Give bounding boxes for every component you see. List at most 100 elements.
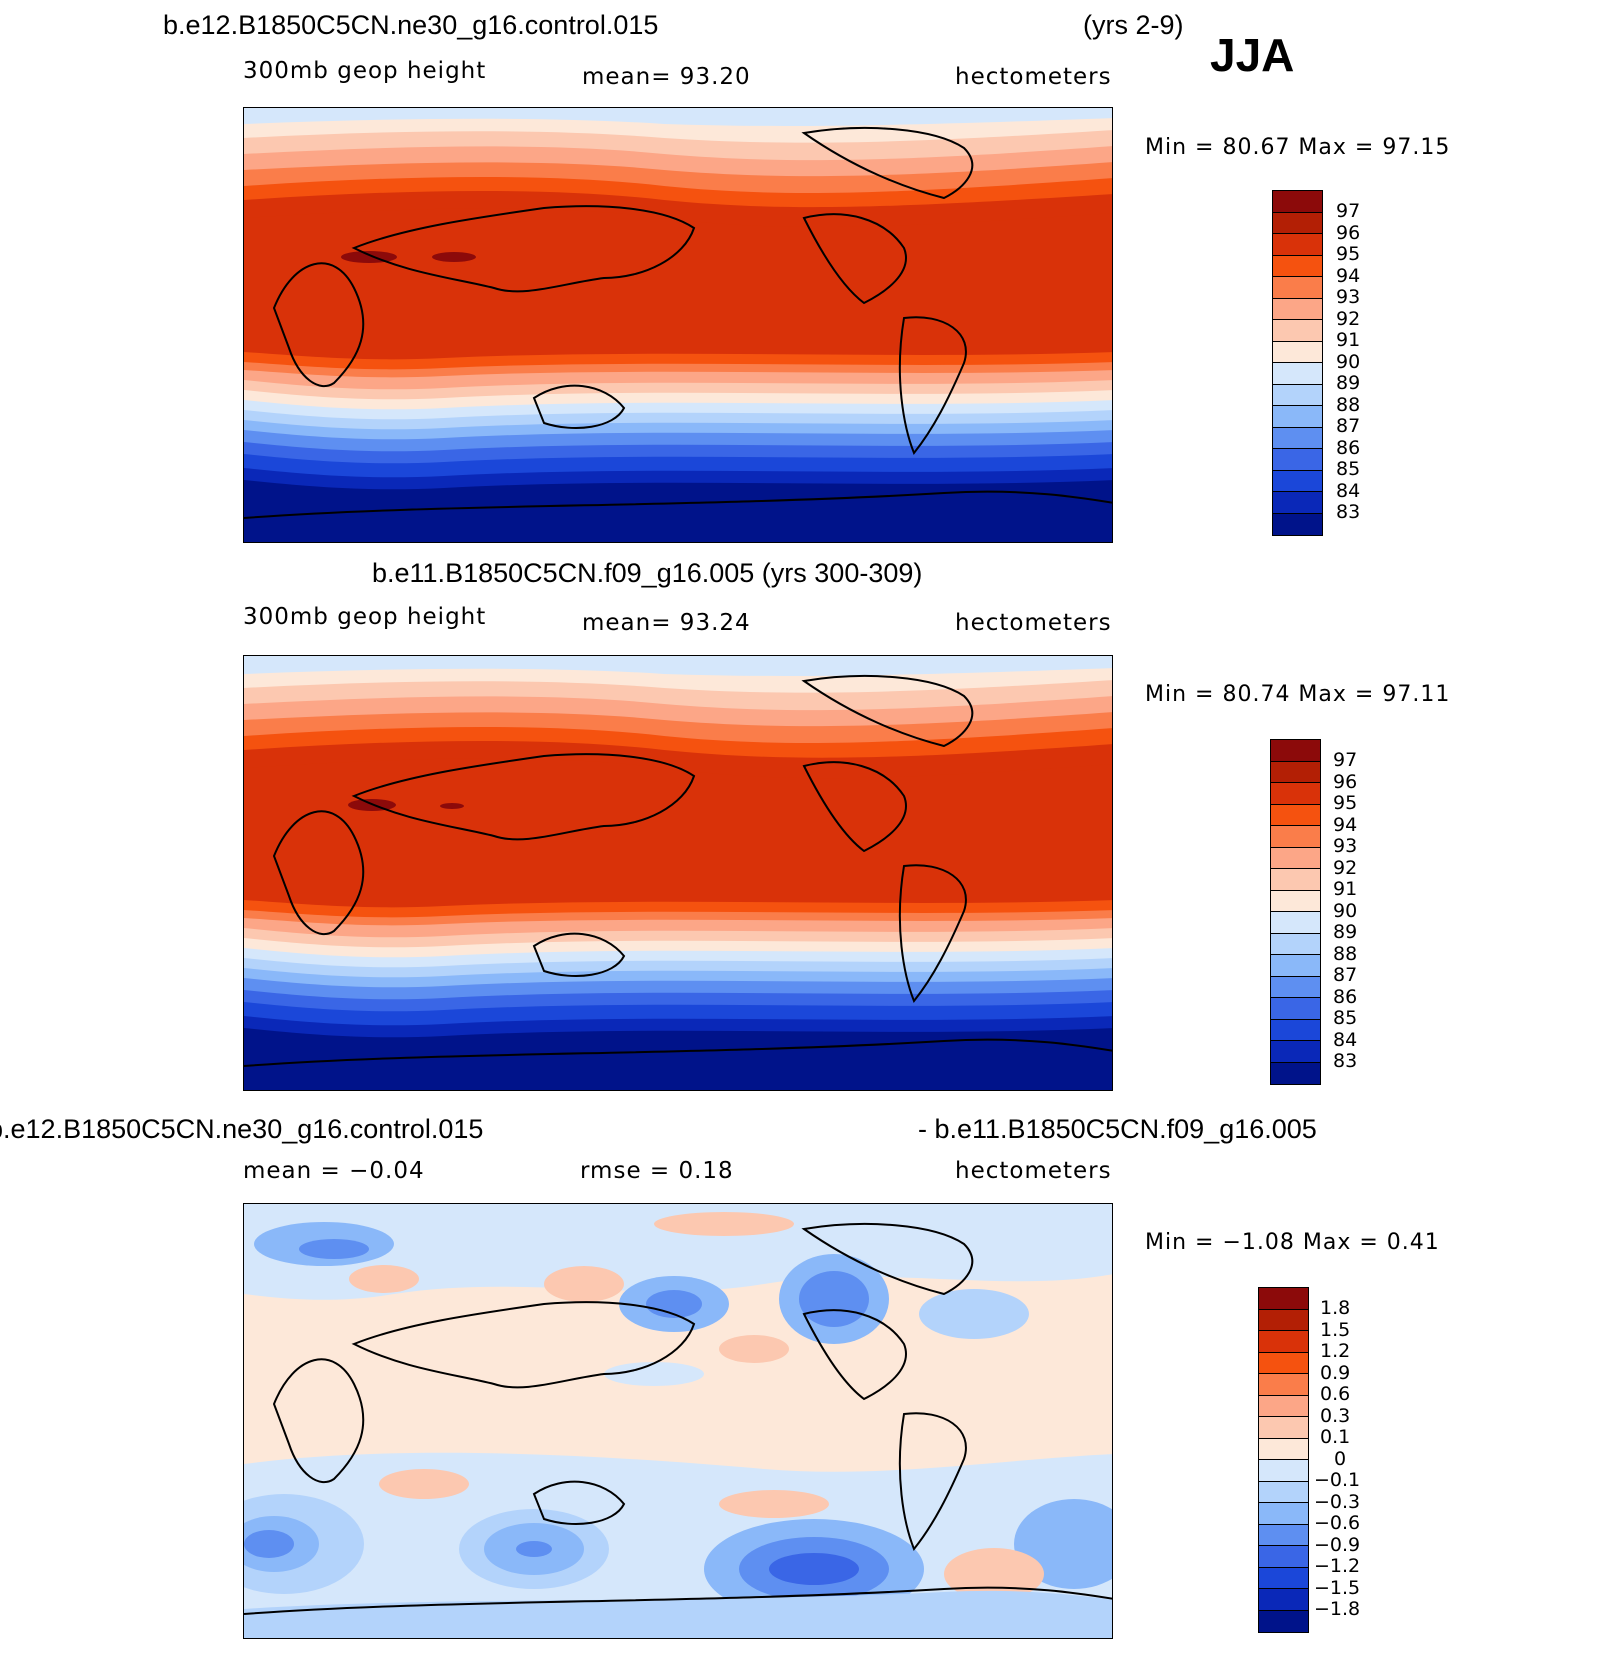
colorbar-label: 86 — [1336, 437, 1361, 459]
panel1-minmax: Min = 80.67 Max = 97.15 — [1145, 135, 1451, 160]
panel1-mean: mean= 93.20 — [582, 64, 751, 90]
colorbar-label: −0.1 — [1314, 1469, 1361, 1491]
colorbar-label: 95 — [1336, 243, 1361, 265]
colorbar-label: 93 — [1336, 286, 1361, 308]
panel3-minmax: Min = −1.08 Max = 0.41 — [1145, 1230, 1440, 1255]
colorbar-swatch — [1273, 406, 1322, 428]
colorbar-label: 95 — [1333, 792, 1358, 814]
colorbar-swatch — [1259, 1546, 1308, 1568]
colorbar-label: −1.2 — [1314, 1555, 1361, 1577]
colorbar-swatch — [1259, 1524, 1308, 1546]
colorbar-swatch — [1271, 783, 1320, 805]
colorbar-label: 88 — [1336, 394, 1361, 416]
colorbar-swatch — [1271, 1019, 1320, 1041]
colorbar-swatch — [1271, 955, 1320, 977]
colorbar-label: 93 — [1333, 835, 1358, 857]
colorbar-swatch — [1259, 1417, 1308, 1439]
colorbar-swatch — [1259, 1438, 1308, 1460]
colorbar-label: 91 — [1336, 329, 1361, 351]
colorbar-swatch — [1273, 212, 1322, 234]
colorbar-label: 90 — [1333, 900, 1358, 922]
panel1-units: hectometers — [955, 64, 1112, 90]
colorbar-label: 84 — [1336, 480, 1361, 502]
colorbar-swatch — [1259, 1288, 1308, 1310]
colorbar-swatch — [1273, 384, 1322, 406]
colorbar-label: 96 — [1336, 222, 1361, 244]
colorbar-label: 83 — [1336, 501, 1361, 523]
panel2-mean: mean= 93.24 — [582, 610, 751, 636]
colorbar-label: 83 — [1333, 1050, 1358, 1072]
colorbar-label: −1.5 — [1314, 1577, 1361, 1599]
panel3-map — [243, 1203, 1113, 1639]
panel1-colorbar — [1272, 190, 1323, 536]
colorbar-label: 1.2 — [1320, 1340, 1351, 1362]
colorbar-swatch — [1259, 1331, 1308, 1353]
colorbar-label: −1.8 — [1314, 1598, 1361, 1620]
colorbar-swatch — [1273, 191, 1322, 213]
panel3-rmse: rmse = 0.18 — [580, 1158, 734, 1184]
colorbar-swatch — [1271, 847, 1320, 869]
colorbar-swatch — [1259, 1374, 1308, 1396]
colorbar-label: 1.5 — [1320, 1319, 1351, 1341]
colorbar-label: 96 — [1333, 771, 1358, 793]
panel1-case-title: b.e12.B1850C5CN.ne30_g16.control.015 — [163, 10, 659, 40]
colorbar-swatch — [1271, 1062, 1320, 1084]
colorbar-swatch — [1271, 1041, 1320, 1063]
colorbar-label: 0.9 — [1320, 1362, 1351, 1384]
colorbar-label: 0 — [1334, 1448, 1347, 1470]
panel2-variable: 300mb geop height — [243, 604, 487, 630]
panel2-case-title: b.e11.B1850C5CN.f09_g16.005 (yrs 300-309… — [372, 558, 923, 588]
colorbar-swatch — [1271, 804, 1320, 826]
colorbar-label: 92 — [1333, 857, 1358, 879]
panel3-mean: mean = −0.04 — [243, 1158, 425, 1184]
colorbar-swatch — [1273, 513, 1322, 535]
panel3-case-title-right: - b.e11.B1850C5CN.f09_g16.005 — [918, 1114, 1317, 1144]
colorbar-label: 87 — [1333, 964, 1358, 986]
colorbar-swatch — [1271, 740, 1320, 762]
colorbar-swatch — [1259, 1481, 1308, 1503]
panel2-colorbar — [1270, 739, 1321, 1085]
colorbar-label: 97 — [1333, 749, 1358, 771]
panel2-minmax: Min = 80.74 Max = 97.11 — [1145, 682, 1451, 707]
colorbar-swatch — [1259, 1503, 1308, 1525]
colorbar-label: 84 — [1333, 1029, 1358, 1051]
colorbar-label: 90 — [1336, 351, 1361, 373]
colorbar-swatch — [1273, 363, 1322, 385]
colorbar-swatch — [1271, 933, 1320, 955]
colorbar-label: 94 — [1333, 814, 1358, 836]
colorbar-swatch — [1259, 1309, 1308, 1331]
panel3-units: hectometers — [955, 1158, 1112, 1184]
panel3-case-title-left: b.e12.B1850C5CN.ne30_g16.control.015 — [0, 1114, 484, 1144]
colorbar-swatch — [1271, 912, 1320, 934]
colorbar-label: 92 — [1336, 308, 1361, 330]
panel2-map — [243, 655, 1113, 1091]
colorbar-label: 94 — [1336, 265, 1361, 287]
colorbar-swatch — [1271, 761, 1320, 783]
season-label: JJA — [1210, 29, 1295, 81]
colorbar-swatch — [1271, 976, 1320, 998]
colorbar-label: 85 — [1336, 458, 1361, 480]
panel1-map — [243, 107, 1113, 543]
colorbar-swatch — [1273, 492, 1322, 514]
colorbar-label: 0.3 — [1320, 1405, 1351, 1427]
panel1-years: (yrs 2-9) — [1083, 10, 1184, 40]
colorbar-label: −0.3 — [1314, 1491, 1361, 1513]
colorbar-swatch — [1273, 234, 1322, 256]
colorbar-label: 91 — [1333, 878, 1358, 900]
colorbar-swatch — [1273, 449, 1322, 471]
panel1-variable: 300mb geop height — [243, 58, 487, 84]
colorbar-label: 85 — [1333, 1007, 1358, 1029]
colorbar-swatch — [1273, 341, 1322, 363]
colorbar-swatch — [1259, 1460, 1308, 1482]
panel3-colorbar — [1258, 1287, 1309, 1633]
colorbar-label: 87 — [1336, 415, 1361, 437]
colorbar-label: −0.6 — [1314, 1512, 1361, 1534]
colorbar-swatch — [1259, 1567, 1308, 1589]
colorbar-label: 0.1 — [1320, 1426, 1351, 1448]
colorbar-swatch — [1271, 826, 1320, 848]
colorbar-swatch — [1273, 277, 1322, 299]
colorbar-label: 88 — [1333, 943, 1358, 965]
colorbar-swatch — [1273, 470, 1322, 492]
colorbar-label: 89 — [1333, 921, 1358, 943]
colorbar-swatch — [1273, 255, 1322, 277]
